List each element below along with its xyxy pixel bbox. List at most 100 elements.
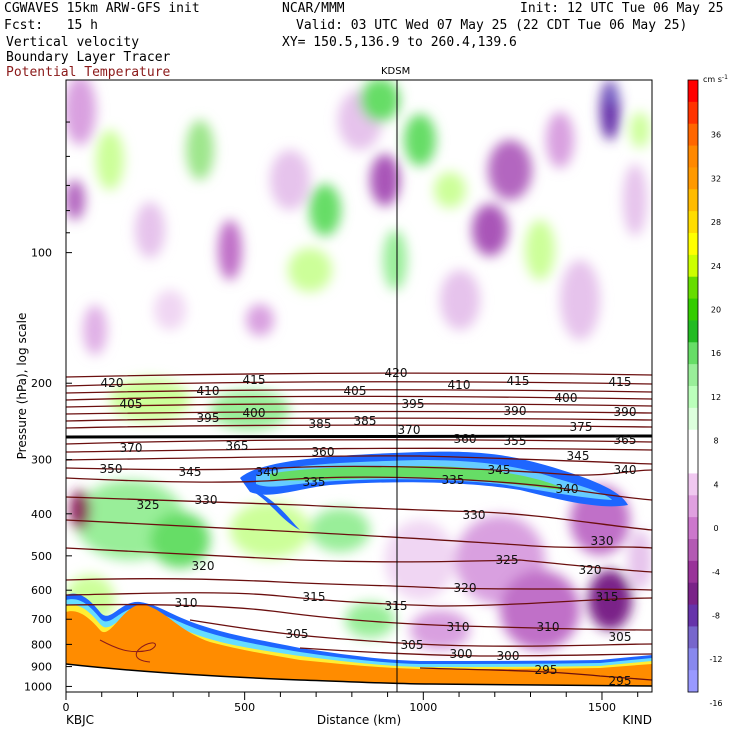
theta-label: 330 <box>591 534 614 548</box>
colorbar-swatch <box>688 451 698 474</box>
theta-label: 360 <box>312 445 335 459</box>
x-axis-label: Distance (km) <box>317 713 401 727</box>
colorbar-label: 8 <box>713 437 718 446</box>
left-endpoint: KBJC <box>66 713 94 727</box>
theta-label: 310 <box>537 620 560 634</box>
theta-label: 355 <box>504 434 527 448</box>
theta-label: 415 <box>243 373 266 387</box>
colorbar-swatch <box>688 123 698 147</box>
plot-frame <box>65 79 653 693</box>
colorbar-swatch <box>688 648 698 671</box>
colorbar-label: 28 <box>711 218 721 227</box>
colorbar-swatch <box>688 582 698 606</box>
theta-label: 295 <box>535 663 558 677</box>
colorbar-label: 20 <box>711 306 721 315</box>
y-axis: 100 200 300 400 500 600 700 800 900 1000 <box>24 121 72 693</box>
theta-label: 395 <box>197 411 220 425</box>
colorbar-swatch <box>688 560 698 584</box>
theta-label: 330 <box>195 493 218 507</box>
theta-label: 375 <box>570 420 593 434</box>
theta-label: 310 <box>447 620 470 634</box>
colorbar-label: 12 <box>711 393 721 402</box>
theta-label: 310 <box>175 596 198 610</box>
theta-label: 420 <box>385 366 408 380</box>
colorbar-label: 32 <box>711 174 721 183</box>
colorbar-swatch <box>688 670 698 693</box>
theta-label: 305 <box>609 630 632 644</box>
theta-labels: 420 415 420 415 415 410 405 410 405 395 400 395 390 4… <box>100 366 637 688</box>
colorbar-swatch <box>688 517 698 540</box>
y-tick-label: 900 <box>31 661 52 674</box>
theta-label: 320 <box>454 581 477 595</box>
theta-label: 415 <box>507 374 530 388</box>
theta-label: 335 <box>303 475 326 489</box>
field-potential-temperature: Potential Temperature <box>6 65 171 80</box>
theta-label: 390 <box>504 404 527 418</box>
colorbar-swatch <box>688 386 698 409</box>
colorbar-swatch <box>688 604 698 627</box>
y-tick-label: 700 <box>31 613 52 626</box>
theta-label: 400 <box>243 406 266 420</box>
y-tick-label: 500 <box>31 550 52 563</box>
colorbar-unit: cm s-1 <box>703 74 728 84</box>
colorbar-swatch <box>688 276 698 300</box>
x-tick-label: 1500 <box>588 701 616 714</box>
theta-label: 340 <box>614 463 637 477</box>
colorbar-swatch <box>688 320 698 343</box>
field-vertical-velocity: Vertical velocity <box>6 35 140 50</box>
colorbar-label: -8 <box>712 612 720 621</box>
theta-label: 405 <box>344 384 367 398</box>
x-tick-label: 500 <box>234 701 255 714</box>
colorbar-swatch <box>688 495 698 518</box>
colorbar-label: 24 <box>711 262 721 271</box>
colorbar-label: -12 <box>709 655 722 664</box>
forecast-hour: Fcst: 15 h <box>4 18 98 33</box>
right-endpoint: KIND <box>622 713 652 727</box>
theta-label: 315 <box>303 590 326 604</box>
theta-label: 370 <box>398 423 421 437</box>
colorbar-label: 16 <box>711 349 721 358</box>
theta-label: 365 <box>226 439 249 453</box>
y-tick-label: 100 <box>31 247 52 260</box>
colorbar-label: -4 <box>712 568 720 577</box>
theta-label: 385 <box>309 417 332 431</box>
theta-label: 325 <box>496 553 519 567</box>
colorbar-swatch <box>688 407 698 431</box>
x-tick-label: 1000 <box>409 701 437 714</box>
theta-label: 390 <box>614 405 637 419</box>
theta-label: 360 <box>454 432 477 446</box>
y-axis-label: Pressure (hPa), log scale <box>15 313 29 460</box>
colorbar-swatch <box>688 364 698 387</box>
theta-label: 345 <box>179 465 202 479</box>
theta-label: 370 <box>120 441 143 455</box>
x-axis: 0 500 1000 1500 <box>63 692 639 714</box>
colorbar-label: 36 <box>711 131 721 140</box>
colorbar-frame <box>687 79 699 693</box>
kdsm-label: KDSM <box>381 66 411 77</box>
run-title: CGWAVES 15km ARW-GFS init <box>4 1 200 16</box>
colorbar-swatch <box>688 254 698 278</box>
colorbar-swatch <box>688 101 698 125</box>
init-time: Init: 12 UTC Tue 06 May 25 <box>520 1 724 16</box>
theta-label: 400 <box>555 391 578 405</box>
colorbar-swatch <box>688 429 698 453</box>
theta-label: 395 <box>402 397 425 411</box>
theta-label: 300 <box>450 647 473 661</box>
theta-label: 320 <box>192 559 215 573</box>
theta-label: 340 <box>256 465 279 479</box>
theta-label: 415 <box>609 375 632 389</box>
theta-label: 340 <box>556 482 579 496</box>
valid-time: Valid: 03 UTC Wed 07 May 25 (22 CDT Tue … <box>296 18 688 33</box>
theta-label: 330 <box>463 508 486 522</box>
y-tick-label: 300 <box>31 454 52 467</box>
colorbar-swatch <box>688 167 698 190</box>
colorbar-swatch <box>688 189 698 212</box>
theta-label: 315 <box>385 599 408 613</box>
potential-temperature-contours <box>66 372 652 681</box>
y-tick-label: 1000 <box>24 680 52 693</box>
theta-label: 305 <box>401 638 424 652</box>
colorbar-swatch <box>688 233 698 256</box>
colorbar-swatch <box>688 298 698 321</box>
theta-label: 345 <box>567 449 590 463</box>
theta-label: 295 <box>609 674 632 688</box>
